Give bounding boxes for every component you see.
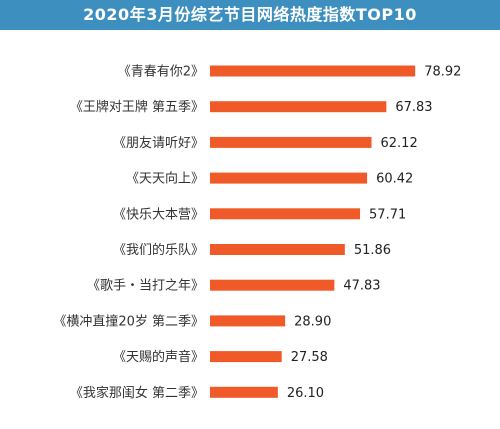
category-label: 《横冲直撞20岁 第二季》 (53, 314, 204, 329)
value-label: 47.83 (343, 279, 380, 294)
value-label: 26.10 (287, 386, 324, 401)
category-label: 《天赐的声音》 (113, 349, 204, 365)
bar-chart: 《青春有你2》 78.92 《王牌对王牌 第五季》 67.83 《朋友请听好》 62.12… (53, 65, 461, 401)
bar (210, 208, 361, 220)
bar (210, 172, 368, 184)
value-label: 67.83 (395, 100, 432, 115)
bar (210, 244, 345, 255)
bar (210, 386, 278, 398)
value-label: 51.86 (354, 243, 391, 258)
value-label: 57.71 (369, 207, 406, 222)
bar (210, 279, 335, 291)
chart-title: 2020年3月份综艺节目网络热度指数TOP10 (0, 0, 500, 30)
category-label: 《朋友请听好》 (113, 135, 204, 151)
value-label: 60.42 (376, 172, 413, 187)
value-label: 78.92 (424, 65, 461, 80)
bar (210, 65, 416, 77)
category-label: 《天天向上》 (126, 171, 204, 187)
value-label: 27.58 (291, 350, 328, 365)
category-label: 《歌手・当打之年》 (87, 279, 204, 294)
value-label: 28.90 (294, 314, 331, 329)
category-label: 《快乐大本营》 (113, 207, 204, 222)
bar (210, 351, 282, 363)
bar (210, 101, 387, 113)
category-label: 《青春有你2》 (118, 65, 204, 80)
value-label: 62.12 (381, 136, 418, 151)
category-label: 《王牌对王牌 第五季》 (70, 99, 204, 115)
bar (210, 315, 286, 327)
category-label: 《我家那闺女 第二季》 (70, 385, 204, 401)
category-label: 《我们的乐队》 (113, 242, 204, 258)
bar (210, 136, 372, 148)
